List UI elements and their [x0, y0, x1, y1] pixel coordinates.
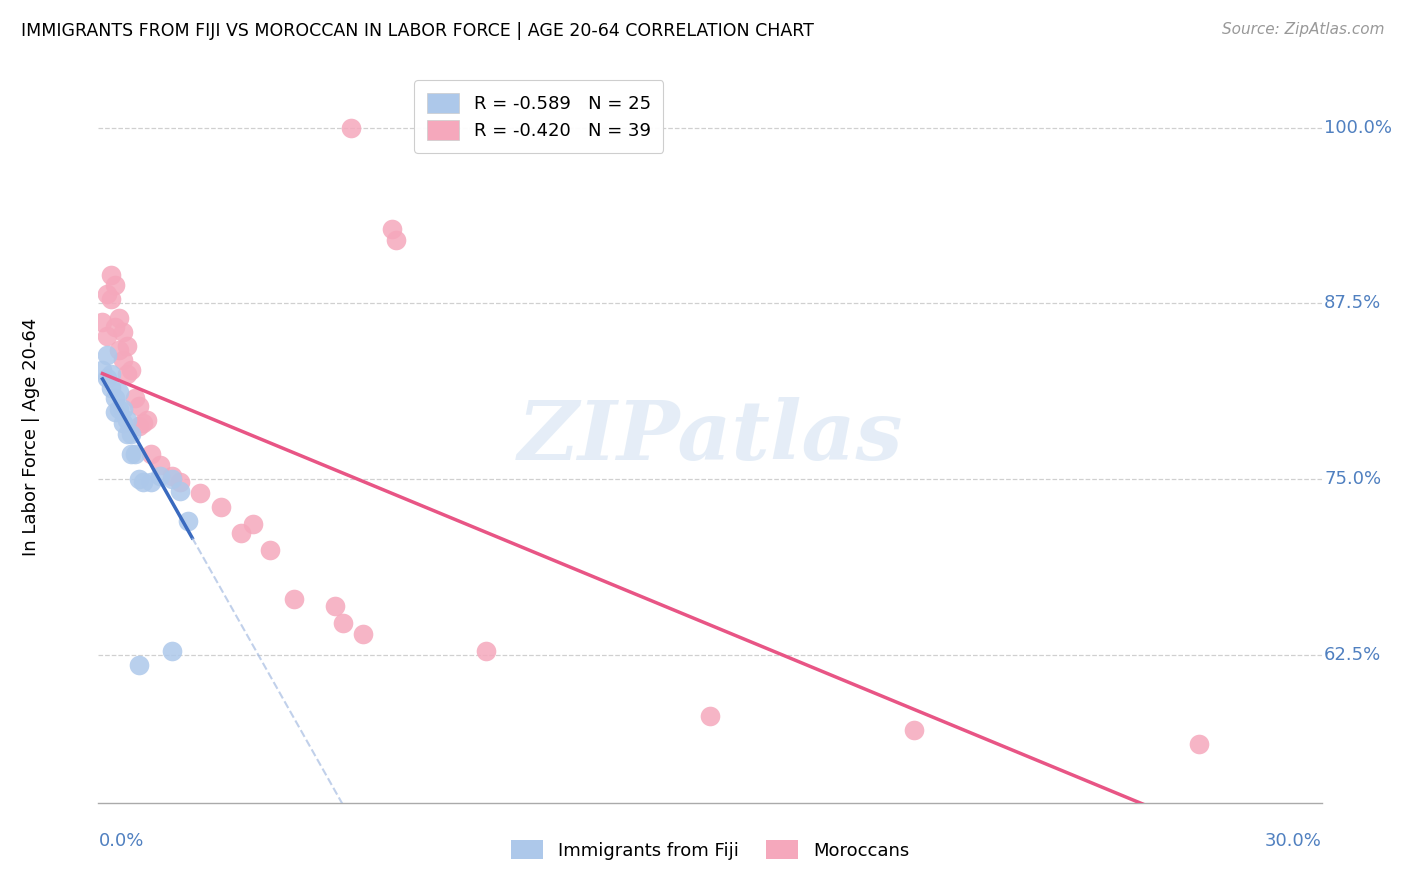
Point: [340, 120, 363, 135]
Point: [96, 371, 118, 385]
Point: [120, 362, 142, 376]
Point: [104, 405, 127, 419]
Point: [242, 517, 264, 532]
Point: [120, 447, 142, 461]
Point: [91, 315, 114, 329]
Text: IMMIGRANTS FROM FIJI VS MOROCCAN IN LABOR FORCE | AGE 20-64 CORRELATION CHART: IMMIGRANTS FROM FIJI VS MOROCCAN IN LABO…: [21, 22, 814, 40]
Point: [149, 469, 172, 483]
Point: [104, 391, 127, 405]
Point: [1188, 737, 1211, 751]
Point: [111, 325, 134, 339]
Text: ZIPatlas: ZIPatlas: [517, 397, 903, 477]
Point: [100, 268, 122, 283]
Point: [136, 413, 159, 427]
Text: Source: ZipAtlas.com: Source: ZipAtlas.com: [1222, 22, 1385, 37]
Point: [108, 310, 131, 325]
Point: [128, 657, 150, 672]
Text: 0.0%: 0.0%: [98, 832, 143, 850]
Point: [96, 328, 118, 343]
Point: [132, 475, 155, 489]
Point: [100, 381, 122, 395]
Point: [128, 418, 150, 433]
Point: [209, 500, 232, 515]
Point: [115, 413, 138, 427]
Point: [385, 233, 408, 247]
Text: 30.0%: 30.0%: [1265, 832, 1322, 850]
Point: [177, 515, 200, 529]
Point: [100, 367, 122, 381]
Point: [381, 222, 404, 236]
Point: [699, 708, 721, 723]
Point: [108, 385, 131, 400]
Point: [132, 416, 155, 430]
Point: [128, 399, 150, 413]
Point: [108, 343, 131, 357]
Text: 87.5%: 87.5%: [1324, 294, 1381, 312]
Point: [111, 416, 134, 430]
Point: [160, 472, 183, 486]
Point: [352, 627, 374, 641]
Legend: Immigrants from Fiji, Moroccans: Immigrants from Fiji, Moroccans: [503, 832, 917, 867]
Point: [149, 458, 172, 473]
Text: 75.0%: 75.0%: [1324, 470, 1381, 488]
Point: [332, 615, 354, 630]
Point: [141, 447, 163, 461]
Point: [91, 362, 114, 376]
Point: [188, 486, 212, 500]
Text: In Labor Force | Age 20-64: In Labor Force | Age 20-64: [22, 318, 41, 557]
Point: [283, 591, 305, 606]
Point: [323, 599, 346, 613]
Point: [160, 469, 183, 483]
Point: [259, 542, 281, 557]
Point: [169, 483, 191, 498]
Point: [108, 401, 131, 416]
Point: [141, 475, 163, 489]
Point: [169, 475, 191, 489]
Point: [115, 427, 138, 442]
Point: [903, 723, 925, 737]
Point: [100, 292, 122, 306]
Text: 100.0%: 100.0%: [1324, 119, 1392, 136]
Point: [160, 644, 183, 658]
Point: [96, 349, 118, 363]
Point: [104, 278, 127, 293]
Point: [115, 367, 138, 381]
Text: 62.5%: 62.5%: [1324, 646, 1381, 665]
Point: [111, 401, 134, 416]
Point: [96, 286, 118, 301]
Point: [124, 391, 146, 405]
Point: [128, 472, 150, 486]
Point: [231, 525, 253, 540]
Point: [474, 644, 498, 658]
Point: [104, 320, 127, 334]
Point: [124, 447, 146, 461]
Point: [111, 352, 134, 367]
Point: [115, 339, 138, 353]
Point: [120, 427, 142, 442]
